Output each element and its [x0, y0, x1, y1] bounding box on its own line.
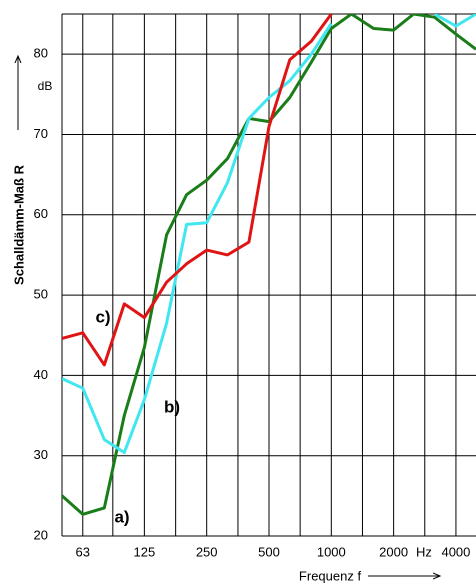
- series-line: [62, 14, 476, 454]
- y-tick-label: 30: [34, 447, 48, 462]
- y-tick-label: 40: [34, 367, 48, 382]
- x-tick-label: 500: [258, 544, 280, 559]
- y-tick-label: 80: [34, 46, 48, 61]
- x-tick-label: 2000: [379, 544, 408, 559]
- x-tick-label: 250: [196, 544, 218, 559]
- y-axis-label: Schalldämm-Maß R: [11, 164, 26, 285]
- series-label: a): [114, 507, 129, 526]
- x-unit: Hz: [416, 544, 432, 559]
- y-tick-label: 20: [34, 527, 48, 542]
- y-unit: dB: [38, 79, 53, 93]
- series-label: c): [95, 307, 110, 326]
- series-label: b): [164, 397, 180, 416]
- y-tick-label: 50: [34, 287, 48, 302]
- x-tick-label: 125: [134, 544, 156, 559]
- x-tick-label: 4000: [441, 544, 470, 559]
- y-tick-label: 60: [34, 206, 48, 221]
- y-tick-label: 70: [34, 126, 48, 141]
- x-tick-label: 63: [76, 544, 90, 559]
- x-axis-label: Frequenz f: [299, 568, 362, 583]
- x-tick-label: 1000: [317, 544, 346, 559]
- series-line: [62, 14, 333, 367]
